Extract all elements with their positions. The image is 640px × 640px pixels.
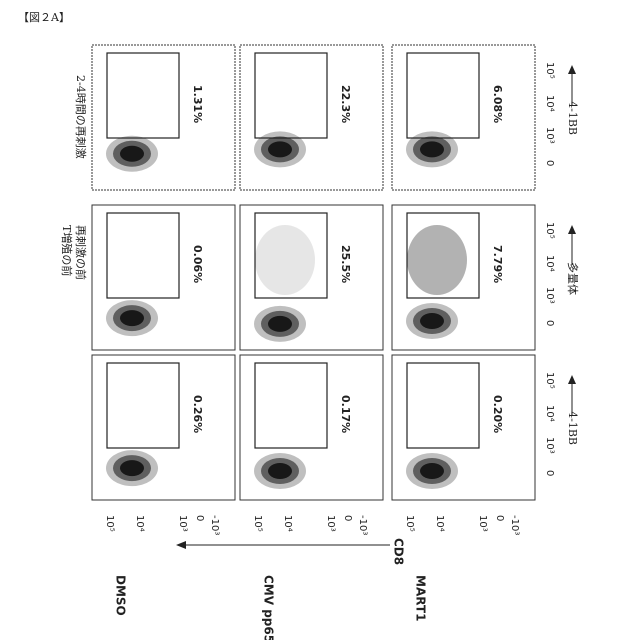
y-tick-label: 10⁵: [252, 515, 263, 532]
y-tick-label: 10³: [477, 515, 488, 532]
row-label: MART1: [414, 575, 428, 621]
column-label: 再刺激の前: [74, 225, 88, 280]
column-label: T増殖の前: [60, 225, 74, 276]
event-cluster: [268, 463, 292, 479]
x-axis-label: 4-1BB: [566, 411, 579, 445]
y-tick-label: 10⁴: [134, 515, 145, 532]
x-axis-arrowhead: [568, 65, 576, 74]
gate-percent: 0.20%: [491, 395, 504, 433]
gate: [407, 53, 479, 138]
y-tick-label: 0: [342, 515, 353, 521]
row-label: CMV pp65: [262, 575, 276, 640]
event-cluster: [120, 460, 144, 476]
x-tick-label: 10⁴: [544, 95, 555, 112]
plot-panel: [240, 45, 383, 190]
event-cluster: [407, 225, 467, 295]
gate-percent: 6.08%: [491, 85, 504, 123]
y-tick-label: -10³: [209, 515, 220, 535]
x-tick-label: 10³: [544, 127, 555, 144]
gate: [255, 53, 327, 138]
plot-panel: [92, 45, 235, 190]
x-tick-label: 10⁴: [544, 255, 555, 272]
event-cluster: [420, 141, 444, 157]
gate-percent: 7.79%: [491, 245, 504, 283]
y-tick-label: -10³: [357, 515, 368, 535]
gate-percent: 0.17%: [339, 395, 352, 433]
column-label: 2-4時間の再刺激: [74, 75, 88, 159]
gate-percent: 1.31%: [191, 85, 204, 123]
y-tick-label: 10⁵: [404, 515, 415, 532]
x-axis-arrowhead: [568, 225, 576, 234]
y-tick-label: 10³: [325, 515, 336, 532]
gate: [107, 53, 179, 138]
x-tick-label: 0: [544, 160, 555, 166]
gate: [255, 363, 327, 448]
gate: [407, 363, 479, 448]
gate-percent: 0.06%: [191, 245, 204, 283]
x-axis-label: 4-1BB: [566, 101, 579, 135]
x-tick-label: 10³: [544, 287, 555, 304]
y-tick-label: -10³: [509, 515, 520, 535]
y-tick-label: 0: [194, 515, 205, 521]
figure: 【図２A】 DMSO 0.26% 0.06% 1.31% 10⁵ 10⁴ 10³ 0 -10³ C…: [0, 0, 640, 640]
x-tick-label: 0: [544, 470, 555, 476]
event-cluster: [268, 141, 292, 157]
row-label: DMSO: [114, 575, 128, 616]
gate: [107, 363, 179, 448]
x-tick-label: 10⁵: [544, 372, 555, 389]
gate: [107, 213, 179, 298]
gate-percent: 25.5%: [339, 245, 352, 283]
x-tick-label: 10⁴: [544, 405, 555, 422]
x-tick-label: 10⁵: [544, 62, 555, 79]
x-tick-label: 0: [544, 320, 555, 326]
figure-label: 【図２A】: [18, 11, 70, 24]
y-tick-label: 10³: [177, 515, 188, 532]
gate-percent: 0.26%: [191, 395, 204, 433]
event-cluster: [255, 225, 315, 295]
x-axis-label: 多量体: [566, 262, 580, 295]
y-axis-label: CD8: [392, 538, 406, 565]
gate-percent: 22.3%: [339, 85, 352, 123]
y-tick-label: 10⁵: [104, 515, 115, 532]
x-tick-label: 10³: [544, 437, 555, 454]
event-cluster: [420, 313, 444, 329]
event-cluster: [120, 310, 144, 326]
cd8-arrowhead: [176, 541, 186, 549]
x-tick-label: 10⁵: [544, 222, 555, 239]
event-cluster: [268, 316, 292, 332]
event-cluster: [120, 146, 144, 162]
y-tick-label: 10⁴: [282, 515, 293, 532]
event-cluster: [420, 463, 444, 479]
y-tick-label: 10⁴: [434, 515, 445, 532]
y-tick-label: 0: [494, 515, 505, 521]
plot-panel: [392, 45, 535, 190]
x-axis-arrowhead: [568, 375, 576, 384]
